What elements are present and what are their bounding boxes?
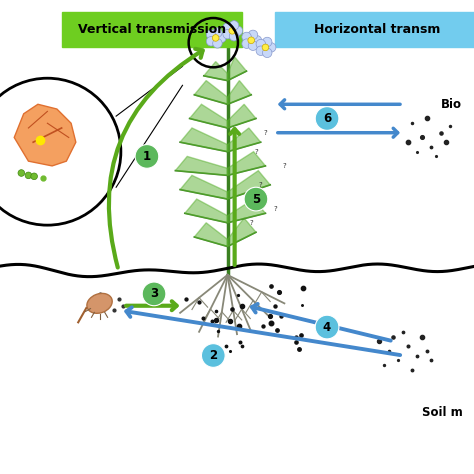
Text: Bio: Bio bbox=[441, 98, 462, 111]
Ellipse shape bbox=[87, 293, 112, 313]
Text: 5: 5 bbox=[252, 192, 260, 206]
Polygon shape bbox=[204, 62, 228, 81]
Circle shape bbox=[248, 37, 255, 44]
Text: ?: ? bbox=[249, 220, 253, 226]
Circle shape bbox=[31, 173, 37, 180]
Circle shape bbox=[242, 32, 251, 42]
Circle shape bbox=[263, 37, 272, 47]
Circle shape bbox=[315, 107, 339, 130]
Polygon shape bbox=[228, 171, 270, 199]
Circle shape bbox=[213, 28, 222, 37]
Polygon shape bbox=[228, 199, 265, 223]
Polygon shape bbox=[175, 156, 228, 175]
Circle shape bbox=[229, 31, 239, 41]
Circle shape bbox=[242, 39, 251, 48]
Circle shape bbox=[233, 26, 243, 36]
Text: ?: ? bbox=[264, 130, 267, 136]
Polygon shape bbox=[228, 104, 256, 128]
Circle shape bbox=[248, 41, 258, 50]
Circle shape bbox=[252, 36, 262, 45]
Circle shape bbox=[244, 187, 268, 211]
Circle shape bbox=[248, 30, 258, 40]
Circle shape bbox=[212, 35, 219, 41]
Polygon shape bbox=[228, 128, 261, 152]
Text: Vertical transmission: Vertical transmission bbox=[78, 23, 226, 36]
Text: 3: 3 bbox=[150, 287, 158, 301]
Text: Horizontal transm: Horizontal transm bbox=[314, 23, 440, 36]
Polygon shape bbox=[228, 218, 256, 246]
Text: 4: 4 bbox=[323, 320, 331, 334]
Text: ?: ? bbox=[283, 163, 286, 169]
Circle shape bbox=[315, 315, 339, 339]
FancyBboxPatch shape bbox=[275, 12, 474, 47]
Circle shape bbox=[266, 43, 276, 52]
Text: 6: 6 bbox=[323, 112, 331, 125]
Polygon shape bbox=[194, 223, 228, 246]
Text: Soil m: Soil m bbox=[422, 406, 463, 419]
Text: ?: ? bbox=[259, 182, 263, 188]
Polygon shape bbox=[180, 128, 228, 152]
Circle shape bbox=[256, 39, 265, 49]
Polygon shape bbox=[190, 104, 228, 128]
Circle shape bbox=[223, 23, 232, 32]
Circle shape bbox=[206, 30, 216, 39]
Circle shape bbox=[229, 21, 239, 30]
Circle shape bbox=[217, 33, 226, 43]
Circle shape bbox=[262, 44, 269, 51]
FancyBboxPatch shape bbox=[62, 12, 242, 47]
Circle shape bbox=[213, 38, 222, 48]
Circle shape bbox=[263, 48, 272, 57]
Polygon shape bbox=[180, 175, 228, 199]
Circle shape bbox=[135, 145, 159, 168]
Circle shape bbox=[201, 344, 225, 367]
Circle shape bbox=[18, 170, 25, 176]
Polygon shape bbox=[228, 152, 265, 175]
Circle shape bbox=[0, 78, 121, 225]
Polygon shape bbox=[228, 81, 251, 104]
Circle shape bbox=[142, 282, 166, 306]
Circle shape bbox=[206, 36, 216, 46]
Polygon shape bbox=[228, 57, 246, 81]
Circle shape bbox=[256, 46, 265, 55]
Circle shape bbox=[25, 172, 32, 179]
Text: 2: 2 bbox=[209, 349, 218, 362]
Circle shape bbox=[223, 29, 232, 39]
Circle shape bbox=[229, 27, 236, 34]
Polygon shape bbox=[185, 199, 228, 223]
Polygon shape bbox=[14, 104, 76, 166]
Text: 1: 1 bbox=[143, 150, 151, 163]
Text: ?: ? bbox=[273, 206, 277, 211]
Polygon shape bbox=[194, 81, 228, 104]
Text: ?: ? bbox=[254, 149, 258, 155]
